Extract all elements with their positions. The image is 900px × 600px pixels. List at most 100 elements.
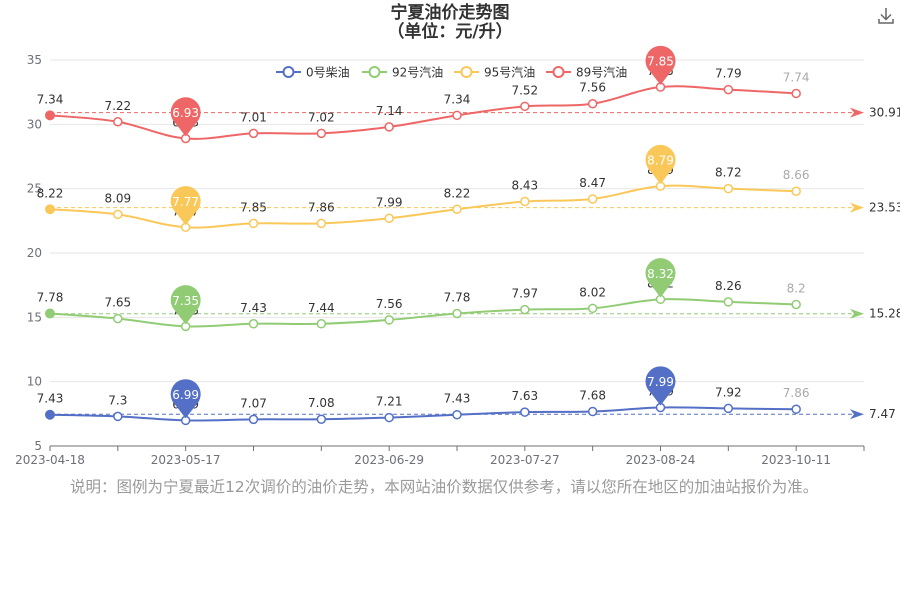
data-label: 7.79 [715, 67, 742, 81]
data-label: 7.02 [308, 110, 335, 124]
data-point [248, 128, 259, 139]
max-pin [645, 366, 676, 406]
data-label: 7.21 [376, 395, 403, 409]
data-label: 7.86 [783, 386, 810, 400]
legend-label: 89号汽油 [576, 65, 627, 80]
average-label: 23.53 [869, 201, 900, 215]
data-label: 7.01 [240, 110, 267, 124]
data-label: 7.3 [108, 393, 127, 407]
x-tick-label: 2023-10-11 [761, 453, 831, 467]
data-label: 8.26 [715, 279, 742, 293]
max-pin-label: 7.85 [647, 55, 674, 69]
y-tick-label: 20 [27, 246, 42, 260]
data-label: 7.34 [444, 92, 471, 106]
y-tick-label: 15 [27, 310, 42, 324]
data-label: 8.43 [511, 179, 538, 193]
data-label: 7.92 [715, 385, 742, 399]
max-pin-label: 8.32 [647, 267, 674, 281]
x-tick-label: 2023-05-17 [151, 453, 221, 467]
data-label: 7.97 [511, 287, 538, 301]
data-label: 7.22 [104, 99, 131, 113]
data-point [384, 315, 394, 325]
max-pin [645, 144, 676, 185]
data-point [316, 218, 327, 229]
x-tick-label: 2023-07-27 [490, 453, 560, 467]
chart-title-unit: （单位：元/升） [387, 22, 513, 42]
data-point [384, 122, 394, 132]
chart-note: 说明：图例为宁夏最近12次调价的油价走势，本网站油价数据仅供参考，请以您所在地区… [70, 478, 819, 496]
data-label: 7.74 [783, 70, 810, 84]
data-label: 7.65 [104, 296, 131, 310]
x-tick-label: 2023-08-24 [626, 453, 696, 467]
data-point [452, 409, 462, 420]
average-label: 30.91 [869, 106, 900, 120]
series-line [49, 406, 797, 422]
min-pin [170, 97, 201, 137]
data-point [791, 186, 801, 196]
series-line [49, 298, 797, 328]
data-point [452, 308, 462, 319]
y-tick-label: 35 [27, 53, 42, 67]
data-point [520, 304, 530, 315]
legend-label: 0号柴油 [306, 66, 350, 80]
data-point [316, 319, 327, 329]
max-pin-label: 7.99 [647, 375, 674, 389]
series-line [49, 85, 797, 140]
data-point [587, 98, 598, 109]
data-label: 7.68 [579, 389, 606, 403]
data-label: 7.86 [308, 200, 335, 214]
data-label: 8.66 [783, 168, 810, 182]
data-label: 7.78 [444, 290, 471, 304]
min-pin-label: 6.93 [172, 106, 199, 120]
legend-label: 95号汽油 [484, 65, 535, 80]
data-point [587, 406, 598, 417]
data-point [248, 414, 259, 425]
data-point [587, 194, 598, 204]
data-point [587, 303, 598, 314]
data-point [113, 117, 123, 127]
data-point [520, 407, 530, 417]
data-point [45, 308, 55, 319]
data-point [384, 412, 394, 423]
legend-marker [282, 66, 295, 78]
min-pin [170, 285, 201, 325]
average-label: 7.47 [869, 407, 896, 421]
data-point [248, 218, 259, 229]
data-point [384, 213, 394, 224]
data-label: 7.43 [444, 392, 471, 406]
data-point [520, 101, 530, 112]
data-label: 8.47 [579, 176, 606, 190]
data-label: 8.2 [787, 281, 806, 295]
download-icon[interactable] [876, 6, 896, 26]
data-point [452, 110, 462, 121]
data-label: 7.85 [240, 200, 267, 214]
min-pin-label: 6.99 [172, 388, 199, 402]
data-point [113, 411, 123, 422]
series-line [49, 184, 797, 229]
max-pin-label: 8.79 [647, 154, 674, 168]
chart-title-main: 宁夏油价走势图 [390, 3, 510, 23]
x-tick-label: 2023-04-18 [15, 453, 85, 467]
data-point [113, 313, 123, 324]
data-label: 7.52 [511, 83, 538, 97]
data-point [520, 196, 530, 207]
max-pin [645, 258, 676, 298]
data-point [45, 110, 55, 121]
data-label: 7.56 [376, 297, 403, 311]
y-tick-label: 10 [27, 375, 42, 389]
average-arrow [850, 107, 864, 118]
data-point [45, 409, 55, 420]
average-arrow [850, 308, 864, 319]
data-label: 7.43 [240, 301, 267, 315]
legend-label: 92号汽油 [392, 65, 443, 80]
data-point [791, 88, 801, 99]
data-label: 7.56 [579, 81, 606, 95]
data-label: 7.63 [511, 389, 538, 403]
data-point [723, 183, 734, 194]
data-label: 8.72 [715, 166, 742, 180]
data-point [723, 403, 734, 414]
max-pin [645, 45, 676, 86]
average-arrow [850, 202, 864, 213]
data-label: 7.78 [37, 290, 64, 304]
